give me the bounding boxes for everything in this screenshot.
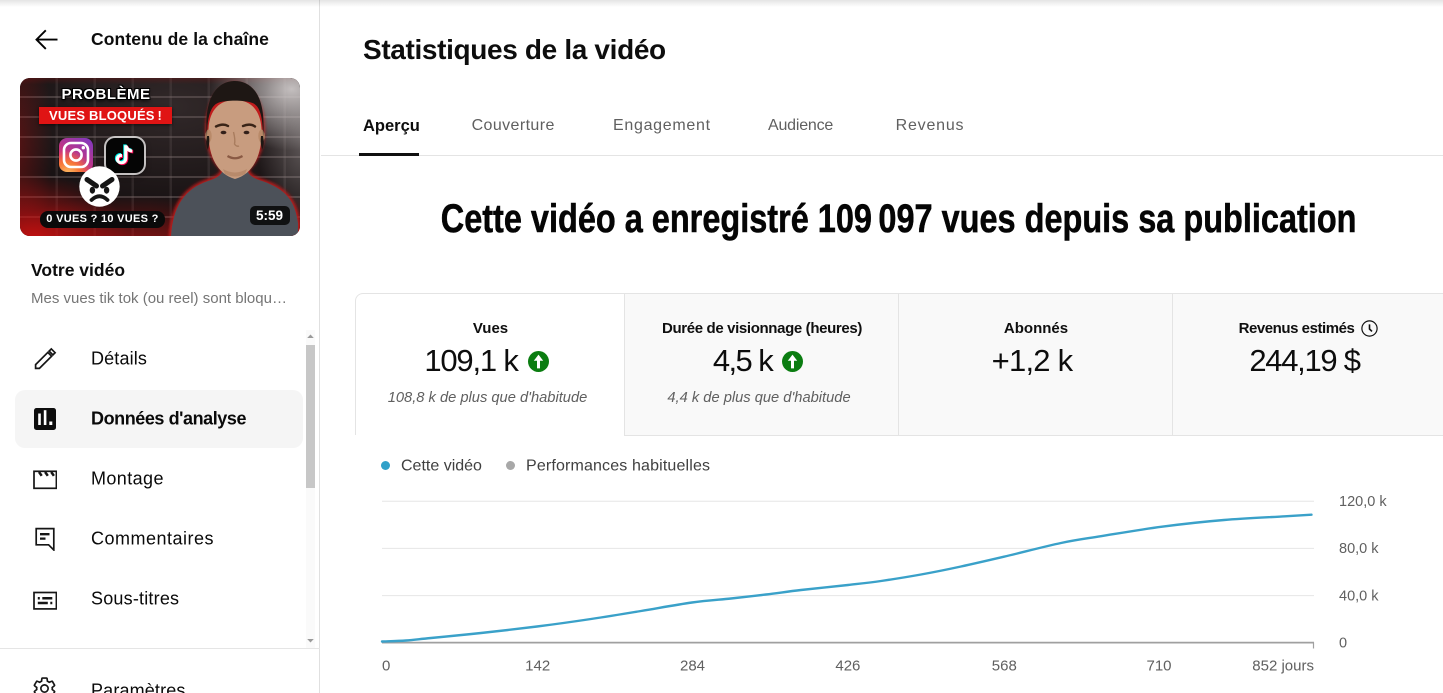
svg-text:80,0 k: 80,0 k	[1339, 541, 1379, 557]
svg-text:710: 710	[1146, 658, 1171, 675]
svg-text:0: 0	[1339, 636, 1347, 652]
svg-text:0: 0	[382, 658, 390, 675]
svg-text:852 jours: 852 jours	[1252, 658, 1314, 675]
svg-text:426: 426	[835, 658, 860, 675]
svg-text:120,0 k: 120,0 k	[1339, 494, 1387, 510]
svg-text:284: 284	[680, 658, 705, 675]
svg-text:568: 568	[992, 658, 1017, 675]
svg-text:40,0 k: 40,0 k	[1339, 588, 1379, 604]
svg-text:142: 142	[525, 658, 550, 675]
